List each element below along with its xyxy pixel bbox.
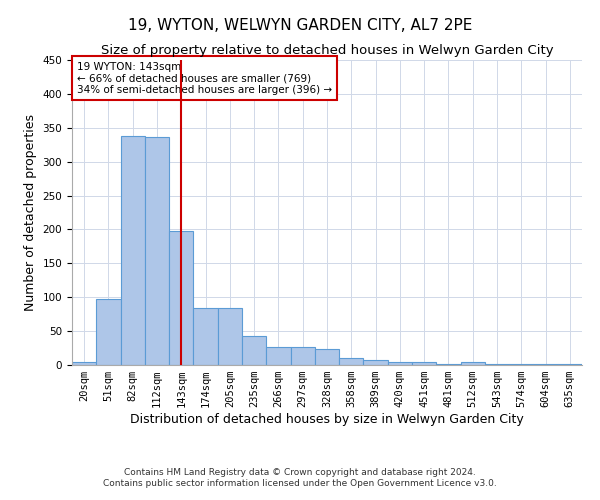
Bar xyxy=(485,364,509,365)
Text: 19, WYTON, WELWYN GARDEN CITY, AL7 2PE: 19, WYTON, WELWYN GARDEN CITY, AL7 2PE xyxy=(128,18,472,32)
Bar xyxy=(412,362,436,365)
Title: Size of property relative to detached houses in Welwyn Garden City: Size of property relative to detached ho… xyxy=(101,44,553,58)
Bar xyxy=(169,232,193,365)
Bar xyxy=(533,364,558,365)
X-axis label: Distribution of detached houses by size in Welwyn Garden City: Distribution of detached houses by size … xyxy=(130,413,524,426)
Text: 19 WYTON: 143sqm
← 66% of detached houses are smaller (769)
34% of semi-detached: 19 WYTON: 143sqm ← 66% of detached house… xyxy=(77,62,332,94)
Bar xyxy=(72,362,96,365)
Bar xyxy=(461,362,485,365)
Bar xyxy=(218,308,242,365)
Bar xyxy=(121,136,145,365)
Bar xyxy=(96,300,121,365)
Bar xyxy=(315,350,339,365)
Bar xyxy=(242,336,266,365)
Bar xyxy=(364,360,388,365)
Bar xyxy=(509,364,533,365)
Bar xyxy=(266,346,290,365)
Bar xyxy=(388,362,412,365)
Bar xyxy=(193,308,218,365)
Text: Contains HM Land Registry data © Crown copyright and database right 2024.
Contai: Contains HM Land Registry data © Crown c… xyxy=(103,468,497,487)
Bar xyxy=(436,364,461,365)
Bar xyxy=(290,348,315,365)
Bar xyxy=(558,364,582,365)
Bar xyxy=(339,358,364,365)
Y-axis label: Number of detached properties: Number of detached properties xyxy=(24,114,37,311)
Bar xyxy=(145,136,169,365)
